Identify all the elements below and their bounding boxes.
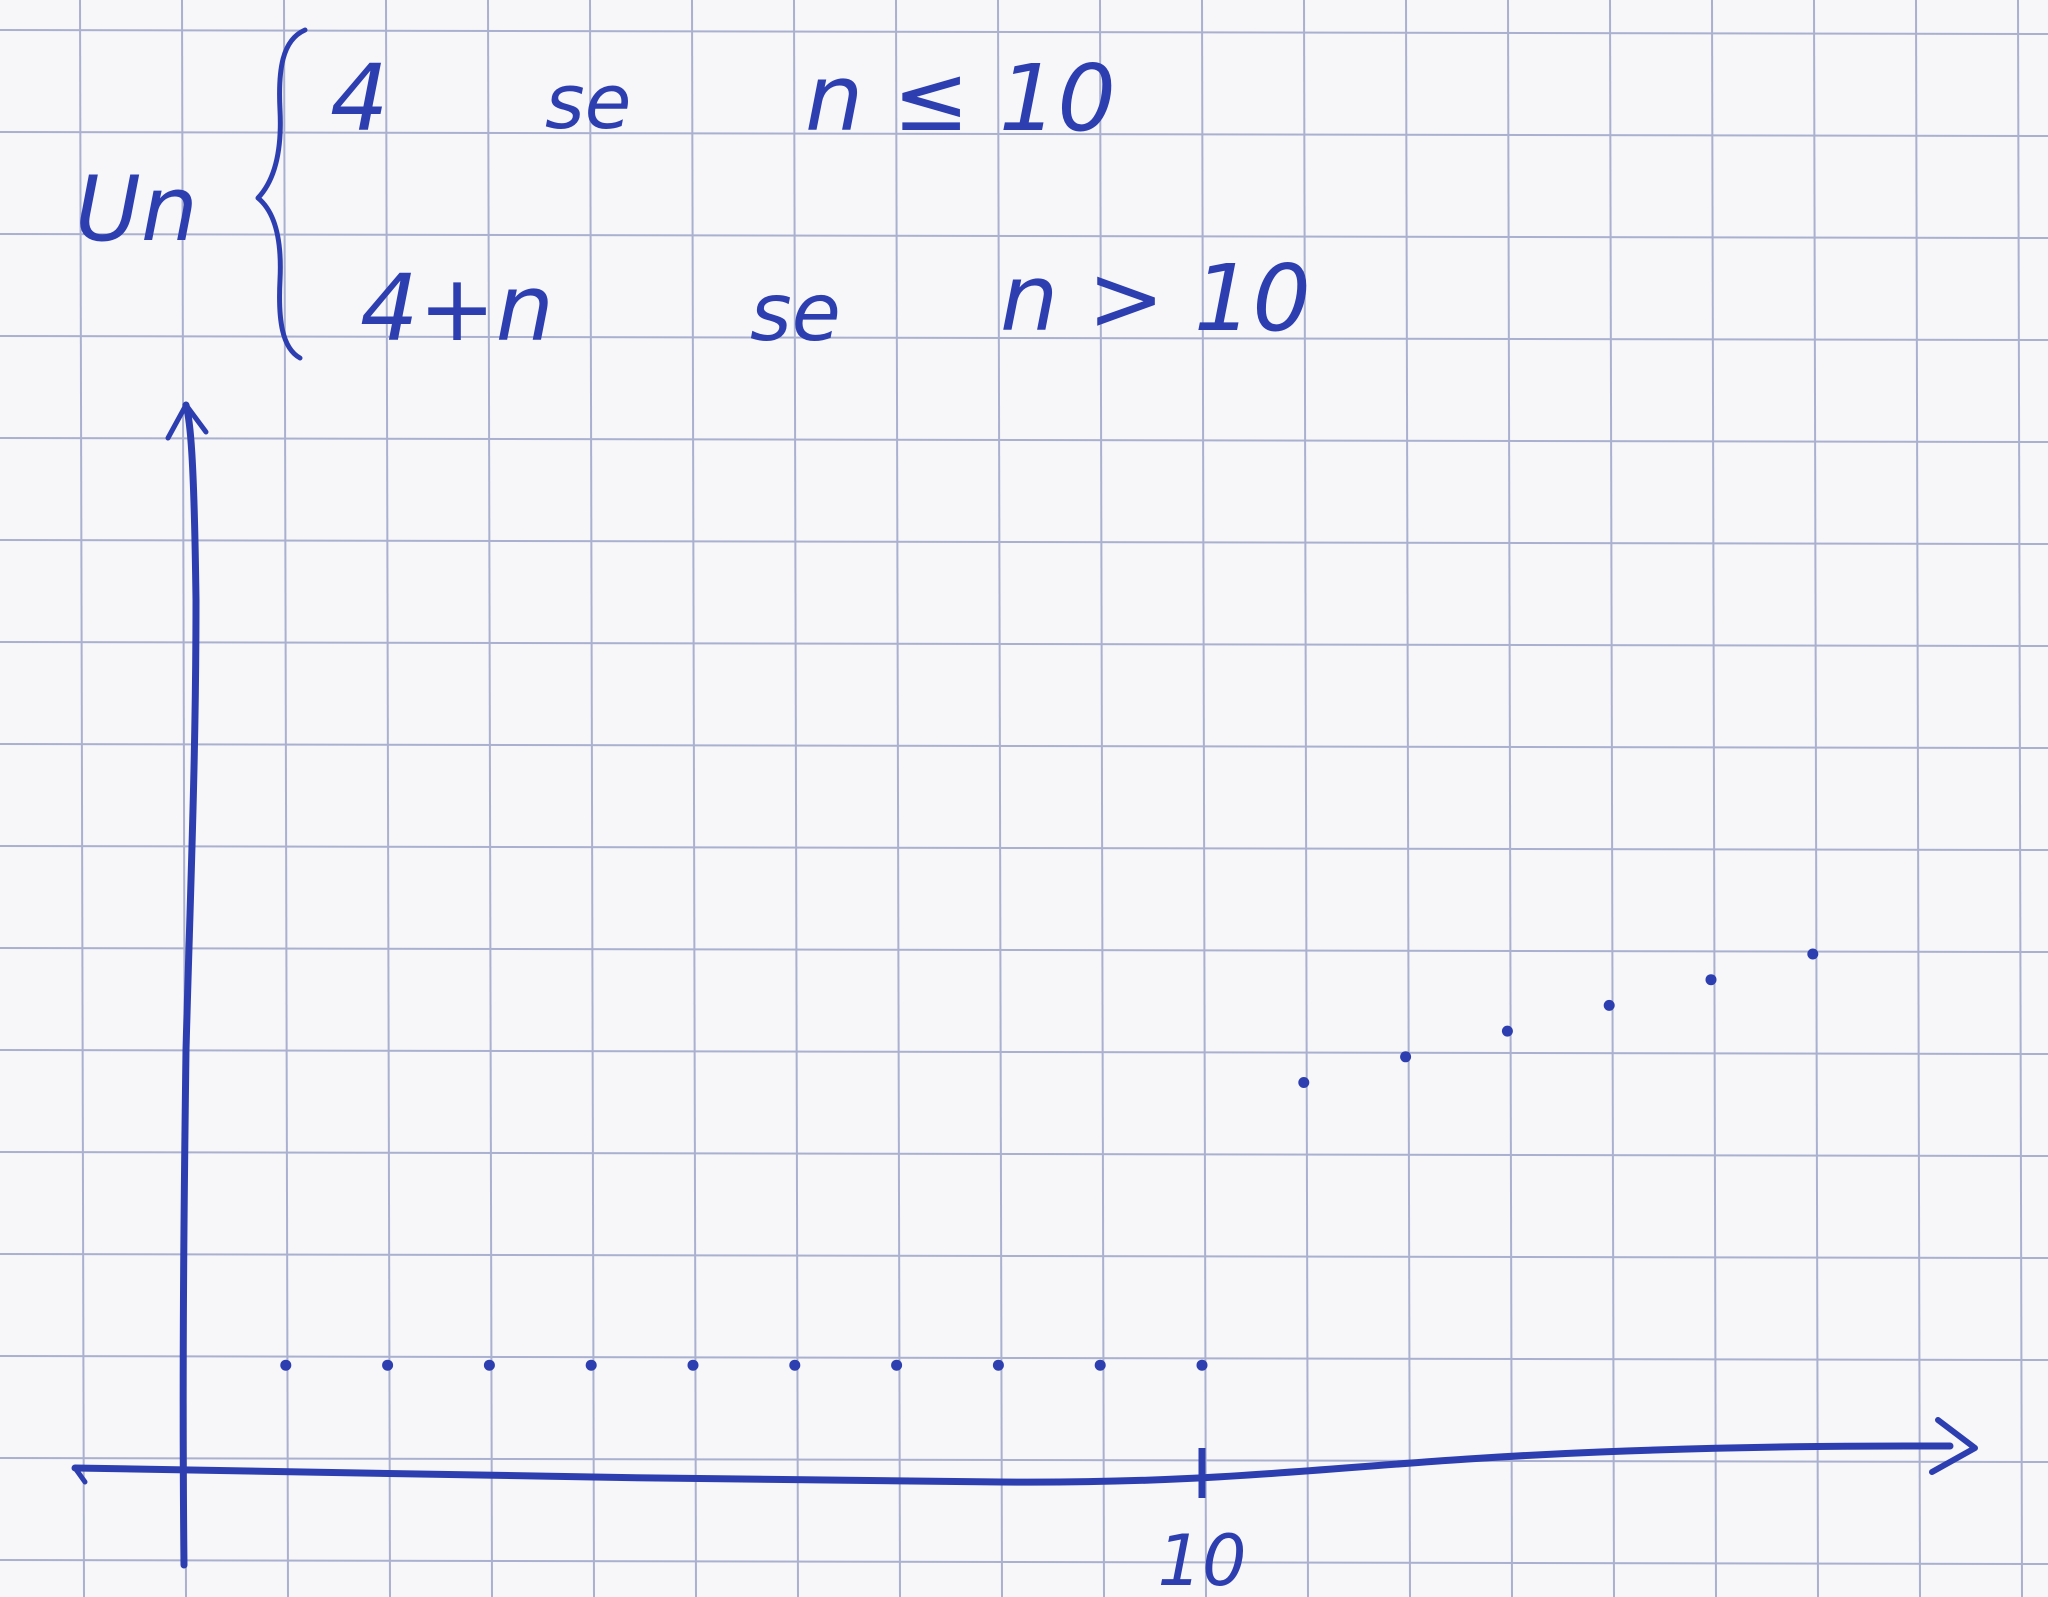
- grid-line-vertical: [589, 0, 595, 1597]
- data-point: [1807, 948, 1819, 960]
- data-point: [1501, 1025, 1513, 1037]
- grid-line-vertical: [1201, 0, 1207, 1597]
- grid-line-horizontal: [0, 1151, 2048, 1157]
- case-1-condition: n ≤ 10: [805, 45, 1116, 152]
- x-ticks: 10: [1157, 1448, 1247, 1597]
- grid-line-vertical: [1507, 0, 1513, 1597]
- case-2-condition: n > 10: [1000, 245, 1311, 352]
- axes: [71, 401, 1978, 1569]
- grid-line-vertical: [691, 0, 697, 1597]
- formula-brace: [255, 27, 308, 361]
- grid-line-horizontal: [0, 641, 2048, 647]
- data-point: [1196, 1359, 1208, 1371]
- data-point: [992, 1359, 1004, 1371]
- grid-line-vertical: [283, 0, 289, 1597]
- case-2-expr: 4+n: [360, 255, 554, 362]
- data-point: [280, 1359, 292, 1371]
- origin-tick: [72, 1465, 88, 1485]
- grid-line-vertical: [2017, 0, 2023, 1597]
- x-tick-label: 10: [1157, 1520, 1246, 1597]
- data-point: [1705, 974, 1717, 986]
- grid-line-horizontal: [0, 437, 2048, 443]
- y-axis: [179, 401, 200, 1569]
- data-point: [483, 1359, 495, 1371]
- case-1-word: se: [545, 57, 631, 146]
- data-point: [1094, 1359, 1106, 1371]
- grid-line-horizontal: [0, 743, 2048, 749]
- data-point: [789, 1359, 801, 1371]
- grid-line-vertical: [1099, 0, 1105, 1597]
- grid-line-vertical: [793, 0, 799, 1597]
- formula-lhs: Un: [75, 157, 198, 262]
- grid-line-horizontal: [0, 1253, 2048, 1259]
- data-point: [382, 1359, 394, 1371]
- data-point: [1298, 1077, 1310, 1088]
- case-1-expr: 4: [330, 45, 389, 152]
- grid-line-horizontal: [0, 29, 2048, 35]
- grid-line-vertical: [1711, 0, 1717, 1597]
- y-axis-arrowhead: [165, 402, 209, 441]
- grid-line-vertical: [1609, 0, 1615, 1597]
- data-point: [891, 1359, 903, 1371]
- case-2-word: se: [750, 266, 841, 359]
- grid-line-vertical: [1405, 0, 1411, 1597]
- grid-line-horizontal: [0, 233, 2048, 239]
- data-point: [1400, 1051, 1412, 1063]
- piecewise-formula: Un 4 se n ≤ 10 4+n se n > 10: [75, 27, 1311, 362]
- grid-line-horizontal: [0, 539, 2048, 545]
- grid-line-horizontal: [0, 947, 2048, 953]
- grid-line-horizontal: [0, 335, 2048, 341]
- x-axis-arrowhead: [1929, 1417, 1978, 1475]
- grid-line-horizontal: [0, 1355, 2048, 1361]
- grid-line-horizontal: [0, 1457, 2048, 1463]
- grid-line-vertical: [997, 0, 1003, 1597]
- x-axis: [71, 1442, 1954, 1486]
- data-point: [1603, 999, 1615, 1011]
- grid-line-horizontal: [0, 1559, 2048, 1565]
- data-points: [280, 948, 1819, 1371]
- data-point: [585, 1359, 597, 1371]
- grid-line-vertical: [385, 0, 391, 1597]
- grid-line-vertical: [79, 0, 85, 1597]
- grid-line-vertical: [1303, 0, 1309, 1597]
- grid-line-horizontal: [0, 131, 2048, 137]
- grid-line-vertical: [487, 0, 493, 1597]
- data-point: [687, 1359, 699, 1371]
- grid-line-vertical: [1915, 0, 1921, 1597]
- grid-line-horizontal: [0, 845, 2048, 851]
- grid-line-vertical: [895, 0, 901, 1597]
- grid-line-horizontal: [0, 1049, 2048, 1055]
- grid-line-vertical: [1813, 0, 1819, 1597]
